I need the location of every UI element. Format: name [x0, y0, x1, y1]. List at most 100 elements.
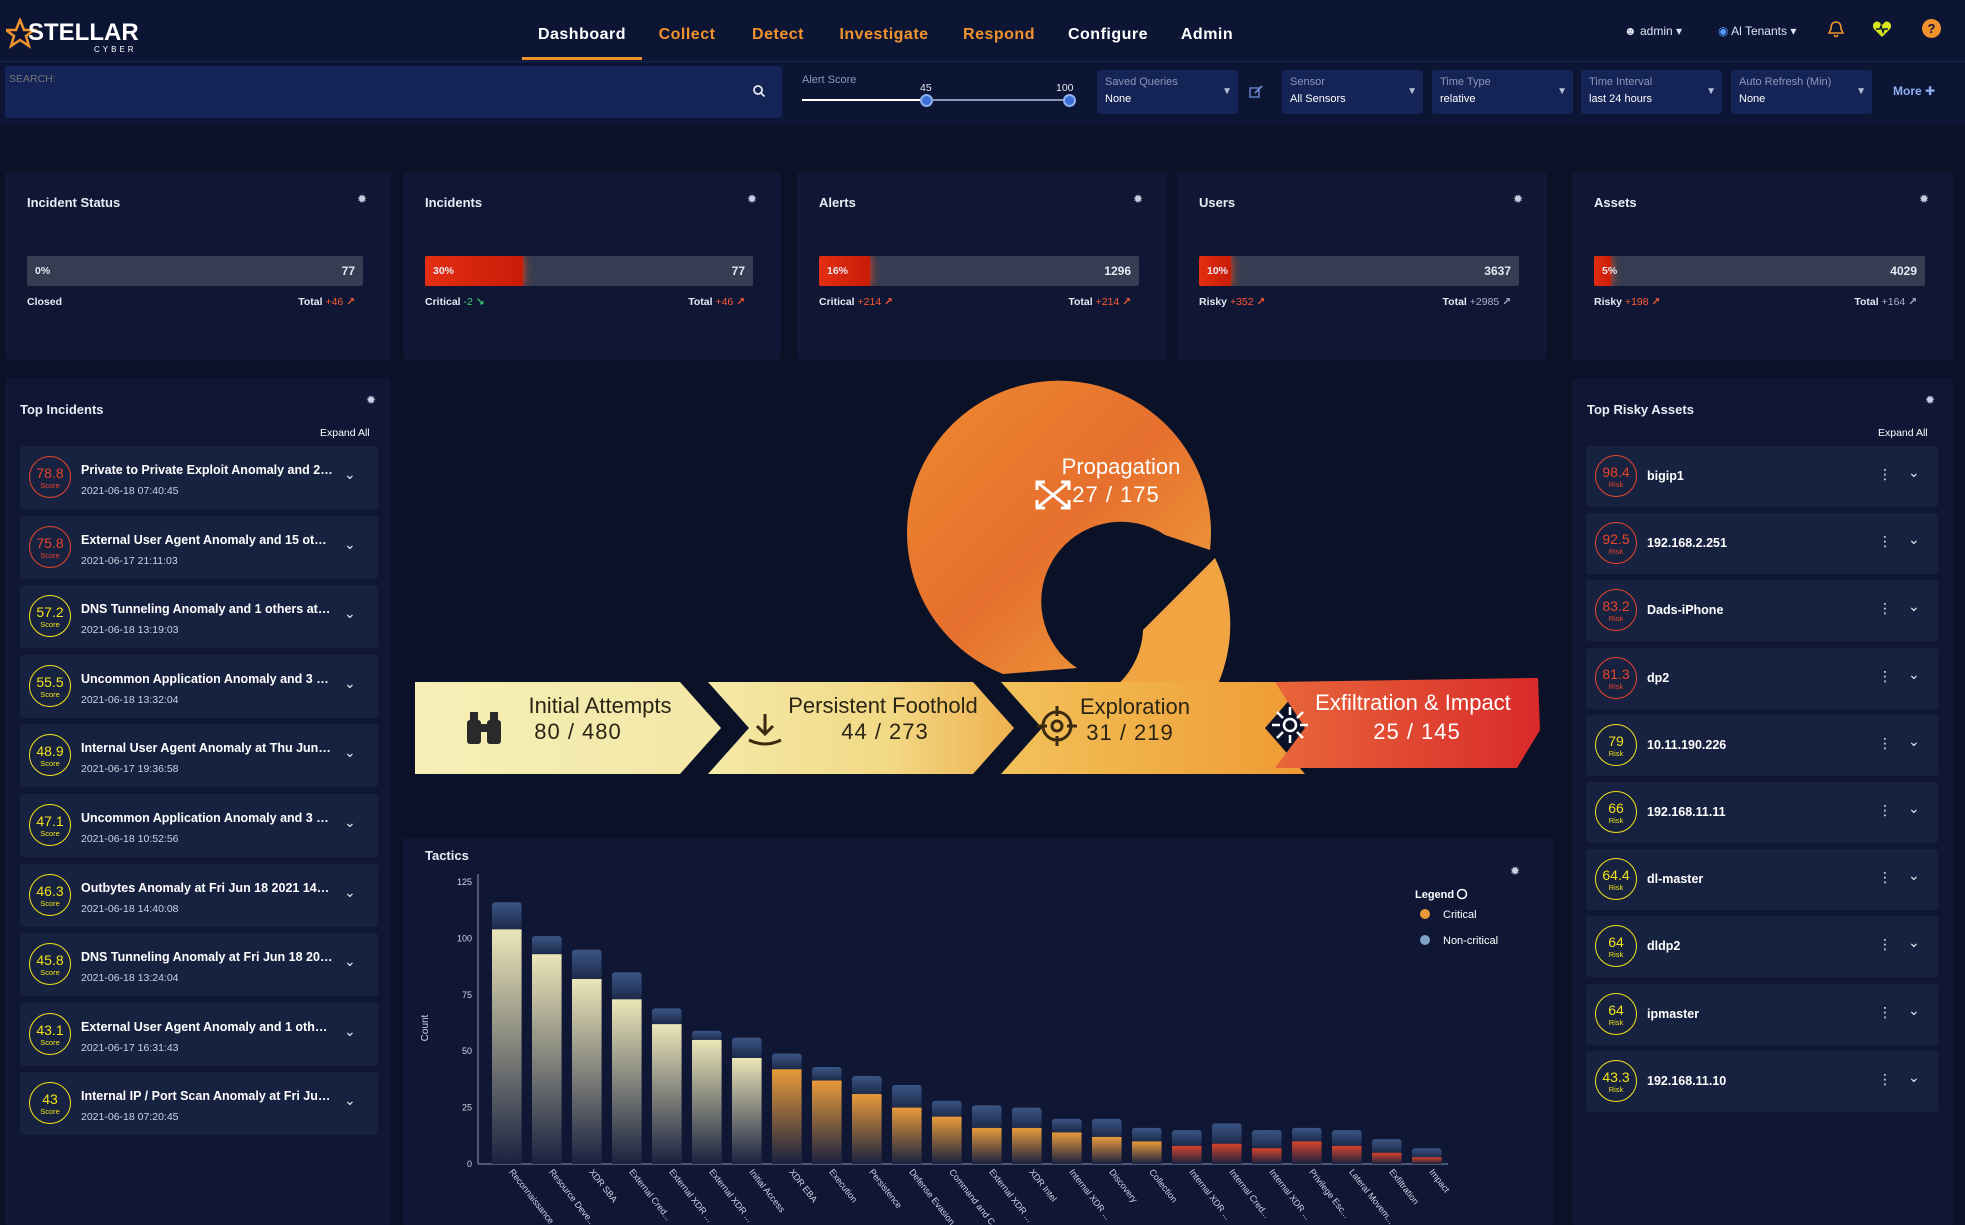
incidents-expand-all[interactable]: Expand All: [320, 427, 370, 439]
asset-item[interactable]: 64 Risk dldp2 ⋮ ⌄: [1586, 916, 1938, 978]
incident-item[interactable]: 75.8 Score External User Agent Anomaly and…: [20, 515, 378, 579]
search-input[interactable]: [9, 69, 749, 89]
incident-item[interactable]: 46.3 Score Outbytes Anomaly at Fri Jun 18 …: [20, 863, 378, 927]
alert-score-slider-track[interactable]: [802, 99, 1070, 101]
incident-item[interactable]: 78.8 Score Private to Private Exploit Anom…: [20, 446, 378, 509]
kebab-menu-icon[interactable]: ⋮: [1878, 600, 1892, 617]
search-icon[interactable]: [752, 84, 766, 98]
assets-expand-all[interactable]: Expand All: [1878, 427, 1928, 439]
saved-queries-select[interactable]: Saved Queries None ▼: [1097, 70, 1238, 114]
asset-item[interactable]: 64.4 Risk dl-master ⋮ ⌄: [1586, 849, 1938, 911]
chevron-down-icon: ▼: [1407, 86, 1417, 97]
initial-attempts-stage[interactable]: [415, 682, 721, 774]
time-interval-select[interactable]: Time Interval last 24 hours ▼: [1581, 70, 1722, 114]
gear-icon[interactable]: ✹: [1925, 393, 1936, 407]
asset-item[interactable]: 98.4 Risk bigip1 ⋮ ⌄: [1586, 446, 1938, 507]
bar-noncritical-segment: [1052, 1118, 1082, 1133]
kebab-menu-icon[interactable]: ⋮: [1878, 869, 1892, 886]
chevron-down-icon[interactable]: ⌄: [344, 1092, 356, 1109]
stellar-cyber-logo[interactable]: STELLAR CYBER: [2, 16, 166, 56]
chevron-down-icon[interactable]: ⌄: [1908, 800, 1920, 816]
legend-title: Legend: [1415, 889, 1454, 901]
stat-card: Users ✹ 10% 3637 Risky +352 ↗ Total +2985 ↗: [1177, 172, 1547, 360]
exfiltration-impact-stage[interactable]: [1275, 678, 1540, 768]
score-unit: Score: [40, 689, 60, 699]
chevron-down-icon[interactable]: ⌄: [1908, 867, 1920, 884]
more-filters-button[interactable]: More ✚: [1893, 84, 1935, 98]
chevron-down-icon[interactable]: ⌄: [344, 674, 356, 691]
gear-icon[interactable]: ✹: [1513, 192, 1524, 206]
asset-item[interactable]: 81.3 Risk dp2 ⋮ ⌄: [1586, 647, 1938, 709]
edit-icon[interactable]: [1248, 84, 1264, 100]
chevron-down-icon[interactable]: ⌄: [1908, 1001, 1920, 1018]
nav-tab-detect[interactable]: Detect: [752, 26, 804, 43]
chevron-down-icon[interactable]: ⌄: [344, 883, 356, 900]
chevron-down-icon[interactable]: ⌄: [1908, 464, 1920, 480]
alert-score-min-handle[interactable]: [920, 94, 933, 107]
kebab-menu-icon[interactable]: ⋮: [1878, 667, 1892, 684]
kebab-menu-icon[interactable]: ⋮: [1878, 533, 1892, 550]
gear-icon[interactable]: ✹: [366, 393, 377, 407]
alert-score-max-handle[interactable]: [1063, 94, 1076, 107]
kebab-menu-icon[interactable]: ⋮: [1878, 734, 1892, 751]
kebab-menu-icon[interactable]: ⋮: [1878, 936, 1892, 953]
nav-tab-dashboard[interactable]: Dashboard: [522, 0, 642, 60]
gear-icon[interactable]: ✹: [747, 192, 758, 206]
nav-tab-collect[interactable]: Collect: [658, 26, 716, 43]
exploration-stage[interactable]: [1001, 682, 1305, 774]
gear-icon[interactable]: ✹: [1133, 192, 1144, 206]
nav-tab-respond[interactable]: Respond: [963, 26, 1035, 43]
auto-refresh-select[interactable]: Auto Refresh (Min) None ▼: [1731, 70, 1872, 114]
asset-item[interactable]: 92.5 Risk 192.168.2.251 ⋮ ⌄: [1586, 513, 1938, 575]
incident-item[interactable]: 55.5 Score Uncommon Application Anomaly an…: [20, 654, 378, 718]
chevron-down-icon[interactable]: ⌄: [1908, 934, 1920, 951]
gear-icon[interactable]: ✹: [1919, 192, 1930, 206]
asset-item[interactable]: 43.3 Risk 192.168.11.10 ⋮ ⌄: [1586, 1050, 1938, 1112]
gear-icon[interactable]: ✹: [357, 192, 368, 206]
stat-right-label: Total: [298, 296, 326, 308]
saved-queries-value: None: [1105, 93, 1132, 105]
user-menu[interactable]: ☻ admin ▾: [1624, 24, 1682, 38]
chevron-down-icon[interactable]: ⌄: [344, 953, 356, 970]
y-tick-label: 25: [462, 1103, 472, 1113]
sensor-select[interactable]: Sensor All Sensors ▼: [1282, 70, 1423, 114]
chevron-down-icon[interactable]: ⌄: [344, 1022, 356, 1039]
chevron-down-icon[interactable]: ⌄: [344, 814, 356, 830]
kebab-menu-icon[interactable]: ⋮: [1878, 802, 1892, 818]
nav-tab-admin[interactable]: Admin: [1180, 26, 1234, 43]
incident-item[interactable]: 48.9 Score Internal User Agent Anomaly at …: [20, 724, 378, 788]
bar-critical-segment: [1212, 1143, 1242, 1164]
persistent-foothold-stage[interactable]: [708, 682, 1014, 774]
gear-icon[interactable]: ✹: [1510, 864, 1521, 878]
kebab-menu-icon[interactable]: ⋮: [1878, 466, 1892, 482]
stat-card-title: Assets: [1594, 195, 1637, 210]
asset-item[interactable]: 64 Risk ipmaster ⋮ ⌄: [1586, 983, 1938, 1045]
chevron-down-icon[interactable]: ⌄: [1908, 732, 1920, 749]
asset-item[interactable]: 79 Risk 10.11.190.226 ⋮ ⌄: [1586, 714, 1938, 776]
incident-item[interactable]: 43 Score Internal IP / Port Scan Anomaly a…: [20, 1072, 378, 1136]
asset-item[interactable]: 83.2 Risk Dads-iPhone ⋮ ⌄: [1586, 580, 1938, 642]
help-icon[interactable]: ?: [1922, 19, 1941, 38]
incident-item[interactable]: 57.2 Score DNS Tunneling Anomaly and 1 oth…: [20, 585, 378, 649]
kebab-menu-icon[interactable]: ⋮: [1878, 1070, 1892, 1087]
search-box[interactable]: [5, 66, 782, 118]
chevron-down-icon[interactable]: ⌄: [344, 466, 356, 482]
chevron-down-icon[interactable]: ⌄: [1908, 598, 1920, 615]
chevron-down-icon[interactable]: ⌄: [344, 605, 356, 622]
chevron-down-icon[interactable]: ⌄: [1908, 531, 1920, 548]
chevron-down-icon[interactable]: ⌄: [344, 535, 356, 552]
chevron-down-icon[interactable]: ⌄: [344, 744, 356, 761]
kebab-menu-icon[interactable]: ⋮: [1878, 1003, 1892, 1020]
incident-item[interactable]: 45.8 Score DNS Tunneling Anomaly at Fri Ju…: [20, 933, 378, 997]
health-heart-icon[interactable]: [1872, 20, 1892, 38]
tenant-menu[interactable]: ◉ Al Tenants ▾: [1718, 24, 1796, 38]
bell-icon[interactable]: [1827, 20, 1845, 38]
asset-item[interactable]: 66 Risk 192.168.11.11 ⋮ ⌄: [1586, 782, 1938, 843]
chevron-down-icon[interactable]: ⌄: [1908, 1068, 1920, 1085]
chevron-down-icon[interactable]: ⌄: [1908, 665, 1920, 682]
nav-tab-configure[interactable]: Configure: [1067, 26, 1149, 43]
incident-item[interactable]: 43.1 Score External User Agent Anomaly and…: [20, 1002, 378, 1066]
time-type-select[interactable]: Time Type relative ▼: [1432, 70, 1573, 114]
incident-item[interactable]: 47.1 Score Uncommon Application Anomaly an…: [20, 794, 378, 857]
nav-tab-investigate[interactable]: Investigate: [839, 26, 929, 43]
